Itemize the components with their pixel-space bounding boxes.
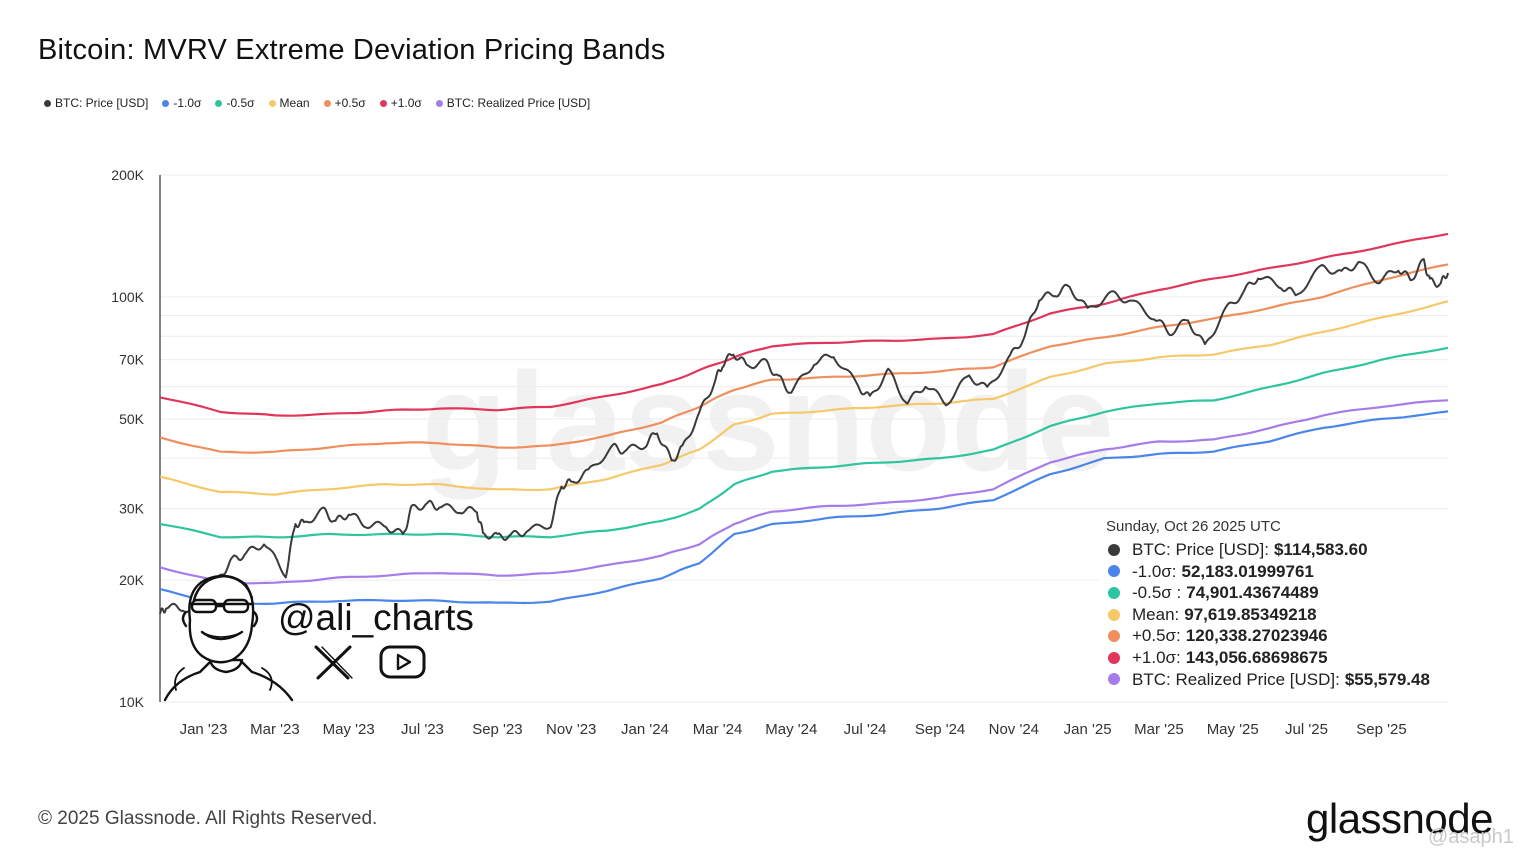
copyright-text: © 2025 Glassnode. All Rights Reserved.	[38, 808, 378, 829]
tooltip-value: 143,056.68698675	[1185, 647, 1328, 667]
legend-label: -0.5σ	[226, 96, 255, 110]
legend-label: BTC: Realized Price [USD]	[446, 96, 591, 110]
x-tick-label: May '24	[765, 721, 817, 738]
x-tick-label: May '25	[1207, 721, 1259, 738]
tooltip-value: 120,338.27023946	[1185, 626, 1328, 646]
tooltip-row: -1.0σ: 52,183.01999761	[1106, 561, 1446, 583]
legend-item-realized-price[interactable]: BTC: Realized Price [USD]	[435, 96, 591, 110]
tooltip-row: Mean: 97,619.85349218	[1106, 604, 1446, 626]
x-tick-label: Jul '25	[1285, 721, 1328, 738]
series-dot	[1108, 651, 1120, 664]
tooltip-value: 97,619.85349218	[1184, 604, 1317, 624]
author-handle: @ali_charts	[278, 597, 474, 638]
legend-label: +1.0σ	[390, 96, 422, 110]
x-tick-label: Mar '23	[250, 721, 300, 738]
tooltip-value: $114,583.60	[1273, 540, 1368, 559]
tooltip-row: -0.5σ :74,901.43674489	[1106, 582, 1446, 604]
series-line-0	[159, 232, 1449, 417]
y-tick-label: 100K	[111, 289, 144, 305]
x-tick-label: Jul '24	[844, 721, 887, 738]
legend-dot	[268, 99, 276, 107]
tooltip-value: $55,579.48	[1344, 669, 1430, 689]
series-line-3	[159, 346, 1449, 539]
y-tick-label: 70K	[119, 352, 145, 368]
x-logo-icon[interactable]	[314, 645, 353, 680]
legend-label: BTC: Price [USD]	[55, 96, 149, 110]
tooltip-label: Mean:	[1132, 604, 1180, 624]
y-tick-label: 20K	[119, 572, 145, 588]
legend-dot	[44, 99, 51, 107]
series-line-6	[159, 258, 1449, 615]
x-tick-label: Nov '24	[989, 721, 1039, 738]
series-dot	[1108, 630, 1120, 643]
x-tick-label: May '23	[323, 721, 375, 738]
grid	[160, 174, 1448, 703]
tooltip-date: Sunday, Oct 26 2025 UTC	[1106, 518, 1281, 535]
user-watermark: @asaph1	[1428, 826, 1514, 848]
legend-dot	[162, 99, 170, 107]
legend-label: Mean	[279, 96, 310, 110]
x-tick-label: Jan '24	[621, 721, 669, 738]
y-tick-label: 10K	[119, 694, 145, 710]
chart-tooltip: Sunday, Oct 26 2025 UTC BTC: Price [USD]…	[1098, 512, 1454, 698]
legend-dot	[435, 99, 443, 107]
x-tick-label: Sep '24	[915, 721, 965, 738]
chart-title: Bitcoin: MVRV Extreme Deviation Pricing …	[38, 34, 666, 66]
legend: BTC: Price [USD] -1.0σ -0.5σ Mean +0.5σ …	[44, 96, 590, 110]
x-tick-label: Sep '25	[1356, 721, 1406, 738]
tooltip-label: +0.5σ:	[1132, 626, 1181, 646]
tooltip-row: +0.5σ: 120,338.27023946	[1106, 625, 1446, 647]
tooltip-label: +1.0σ:	[1132, 647, 1181, 667]
y-tick-label: 50K	[119, 411, 145, 427]
legend-item-btc-price[interactable]: BTC: Price [USD]	[44, 96, 148, 110]
caricature-avatar-icon	[163, 574, 294, 702]
series-layer	[159, 232, 1449, 615]
tooltip-row: BTC: Price [USD]: $114,583.60	[1106, 539, 1446, 561]
series-line-1	[159, 263, 1449, 454]
legend-item-minus-0-5-sigma[interactable]: -0.5σ	[215, 96, 255, 110]
legend-item-minus-1-sigma[interactable]: -1.0σ	[162, 96, 201, 110]
legend-dot	[215, 99, 223, 107]
axes: 10K 20K 30K 50K 70K 100K 200K Jan '23 Mar '23 May…	[111, 167, 1406, 738]
tooltip-label: -1.0σ:	[1132, 561, 1177, 581]
tooltip-value: 74,901.43674489	[1186, 583, 1319, 603]
x-tick-label: Mar '24	[693, 721, 743, 738]
series-dot	[1108, 543, 1120, 556]
series-dot	[1108, 565, 1120, 578]
tooltip-row: +1.0σ: 143,056.68698675	[1106, 647, 1446, 669]
tooltip-row: BTC: Realized Price [USD]: $55,579.48	[1106, 669, 1446, 691]
x-tick-label: Mar '25	[1134, 721, 1184, 738]
series-dot	[1108, 608, 1120, 621]
y-tick-label: 200K	[111, 167, 144, 183]
x-tick-label: Nov '23	[546, 721, 596, 738]
x-tick-label: Jan '23	[180, 721, 228, 738]
tooltip-label: BTC: Realized Price [USD]:	[1132, 669, 1340, 689]
x-tick-label: Jan '25	[1064, 721, 1112, 738]
series-line-2	[159, 300, 1449, 496]
tooltip-label: BTC: Price [USD]:	[1132, 540, 1269, 559]
legend-item-plus-1-sigma[interactable]: +1.0σ	[379, 96, 422, 110]
series-dot	[1108, 673, 1120, 686]
youtube-icon[interactable]	[379, 645, 426, 679]
tooltip-label: -0.5σ :	[1132, 583, 1182, 603]
glassnode-logo: glassnode	[1306, 795, 1493, 842]
legend-item-mean[interactable]: Mean	[268, 96, 310, 110]
tooltip-value: 52,183.01999761	[1181, 561, 1314, 581]
legend-item-plus-0-5-sigma[interactable]: +0.5σ	[323, 96, 366, 110]
x-tick-label: Sep '23	[472, 721, 522, 738]
glassnode-watermark: glassnode	[422, 343, 1114, 500]
x-tick-label: Jul '23	[401, 721, 444, 738]
legend-dot	[323, 99, 331, 107]
series-line-4	[159, 399, 1449, 585]
series-line-5	[159, 410, 1449, 605]
legend-dot	[379, 99, 387, 107]
legend-label: +0.5σ	[334, 96, 366, 110]
series-dot	[1108, 586, 1120, 599]
legend-label: -1.0σ	[173, 96, 202, 110]
y-tick-label: 30K	[119, 501, 145, 517]
